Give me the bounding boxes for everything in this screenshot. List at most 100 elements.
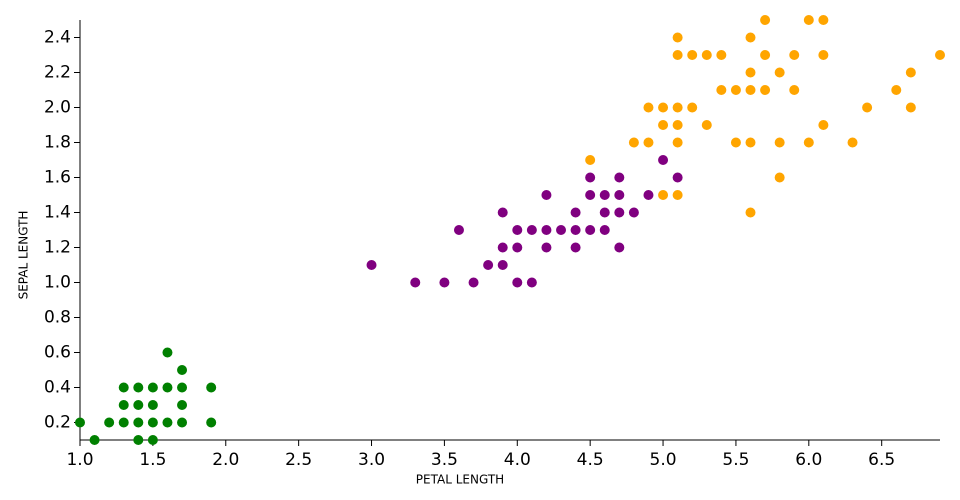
- point: [905, 67, 916, 78]
- point: [177, 365, 188, 375]
- point: [672, 32, 683, 43]
- x-axis-label: PETAL LENGTH: [416, 473, 504, 487]
- point: [628, 137, 639, 148]
- point: [104, 417, 115, 428]
- x-tick-label: 5.0: [650, 450, 677, 470]
- y-tick-label: 0.4: [44, 378, 71, 398]
- point: [672, 137, 683, 148]
- point: [497, 242, 508, 253]
- point: [570, 242, 581, 253]
- point: [162, 347, 173, 358]
- point: [672, 172, 683, 183]
- point: [643, 137, 654, 148]
- point: [774, 137, 785, 148]
- point: [905, 102, 916, 113]
- point: [133, 400, 144, 410]
- y-tick-label: 0.8: [44, 308, 71, 328]
- point: [935, 50, 945, 60]
- x-tick-label: 3.5: [431, 450, 458, 470]
- point: [133, 417, 144, 428]
- y-axis-label: SEPAL LENGTH: [17, 211, 31, 300]
- x-tick-label: 2.0: [212, 450, 239, 470]
- point: [585, 172, 596, 183]
- point: [177, 417, 188, 428]
- point: [730, 85, 741, 95]
- point: [133, 382, 144, 393]
- point: [760, 15, 771, 25]
- y-tick-label: 2.0: [44, 98, 71, 118]
- point: [803, 137, 814, 148]
- point: [818, 15, 829, 25]
- point: [774, 67, 785, 78]
- y-tick-label: 2.2: [44, 63, 71, 83]
- point: [672, 120, 683, 130]
- point: [760, 85, 771, 95]
- point: [672, 50, 683, 60]
- point: [497, 207, 508, 218]
- point: [789, 85, 800, 95]
- point: [585, 225, 596, 235]
- x-tick-label: 4.0: [504, 450, 531, 470]
- point: [745, 32, 756, 43]
- point: [701, 50, 712, 60]
- y-tick-label: 1.4: [44, 203, 71, 223]
- point: [410, 277, 421, 288]
- point: [541, 225, 552, 235]
- x-tick-label: 5.5: [722, 450, 749, 470]
- point: [847, 137, 858, 148]
- point: [599, 225, 610, 235]
- point: [483, 260, 494, 270]
- point: [614, 207, 625, 218]
- point: [177, 382, 188, 393]
- y-tick-label: 1.0: [44, 273, 71, 293]
- x-tick-label: 4.5: [577, 450, 604, 470]
- point: [570, 207, 581, 218]
- point: [818, 120, 829, 130]
- point: [614, 190, 625, 200]
- point: [512, 277, 523, 288]
- x-tick-label: 1.0: [66, 450, 93, 470]
- point: [512, 242, 523, 253]
- point: [147, 382, 158, 393]
- point: [206, 382, 217, 393]
- point: [643, 102, 654, 113]
- point: [497, 260, 508, 270]
- point: [206, 417, 217, 428]
- point: [716, 50, 727, 60]
- y-tick-label: 1.2: [44, 238, 71, 258]
- point: [599, 207, 610, 218]
- point: [439, 277, 450, 288]
- point: [716, 85, 727, 95]
- y-tick-label: 2.4: [44, 28, 71, 48]
- point: [177, 400, 188, 410]
- point: [687, 50, 698, 60]
- y-tick-label: 0.2: [44, 413, 71, 433]
- point: [118, 382, 129, 393]
- point: [453, 225, 464, 235]
- point: [614, 172, 625, 183]
- point: [730, 137, 741, 148]
- point: [774, 172, 785, 183]
- point: [745, 137, 756, 148]
- point: [658, 120, 669, 130]
- point: [701, 120, 712, 130]
- point: [745, 85, 756, 95]
- point: [658, 155, 669, 165]
- point: [585, 155, 596, 165]
- point: [745, 207, 756, 218]
- point: [366, 260, 377, 270]
- point: [541, 190, 552, 200]
- point: [118, 417, 129, 428]
- point: [818, 50, 829, 60]
- point: [643, 190, 654, 200]
- point: [658, 102, 669, 113]
- point: [526, 225, 537, 235]
- point: [614, 242, 625, 253]
- x-tick-label: 1.5: [139, 450, 166, 470]
- point: [89, 435, 100, 445]
- point: [512, 225, 523, 235]
- point: [760, 50, 771, 60]
- point: [687, 102, 698, 113]
- point: [556, 225, 567, 235]
